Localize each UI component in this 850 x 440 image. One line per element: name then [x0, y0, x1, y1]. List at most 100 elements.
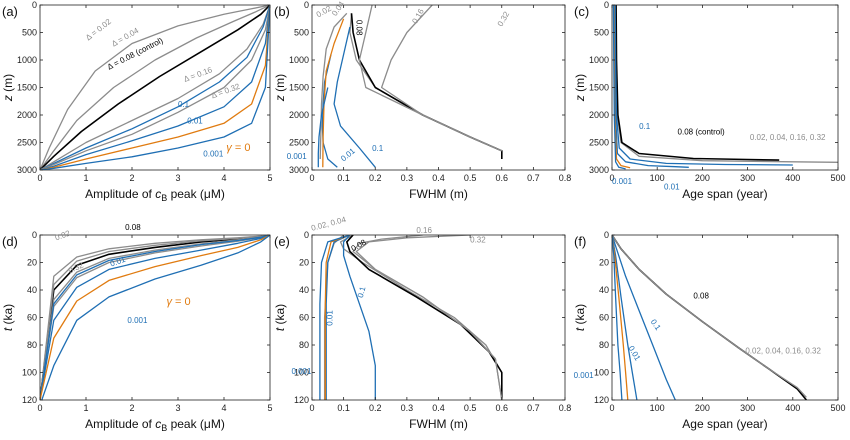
- x-axis-label: FWHM (m): [409, 417, 468, 431]
- x-tick-label: 0.5: [464, 403, 477, 413]
- annotation-label: 0.32: [496, 10, 512, 28]
- x-tick-label: 1: [83, 403, 88, 413]
- annotation-label: 0.001: [203, 149, 224, 158]
- x-axis-label: Age span (year): [682, 187, 767, 201]
- panel-label: (e): [274, 234, 290, 249]
- y-tick-label: 100: [294, 368, 309, 378]
- annotation-label: 0.01: [664, 182, 680, 191]
- x-tick-label: 0: [309, 173, 314, 183]
- y-tick-label: 2500: [17, 138, 37, 148]
- y-tick-label: 100: [594, 368, 609, 378]
- y-tick-label: 500: [294, 28, 309, 38]
- panel-b: 0 0.1 0.2 0.3 0.4 0.5 0.6 0.7 0.8 0 500 1000 1500 200…: [273, 0, 571, 201]
- panel-label: (c): [574, 4, 589, 19]
- series-group: [319, 235, 503, 400]
- y-axis-label: z (m): [273, 74, 287, 102]
- axes-frame: [311, 234, 566, 401]
- x-tick-label: 0.8: [559, 173, 572, 183]
- y-tick-label: 40: [599, 285, 609, 295]
- panel-label: (a): [2, 4, 18, 19]
- annotation-label: 0.1: [372, 144, 384, 153]
- y-tick-label: 2000: [17, 110, 37, 120]
- annotation-label: 0.01: [187, 116, 203, 125]
- y-tick-label: 0: [304, 0, 309, 10]
- annotation-label: 0.01: [109, 255, 127, 269]
- annotation-label: 0.08 (control): [678, 127, 725, 136]
- y-tick-label: 0: [604, 230, 609, 240]
- x-tick-label: 0.2: [369, 173, 382, 183]
- series-line--0-32: [40, 5, 270, 170]
- y-tick-label: 1500: [17, 83, 37, 93]
- y-tick-label: 20: [27, 258, 37, 268]
- series-line-0-32: [380, 5, 503, 152]
- x-axis-label: Amplitude of cB peak (μM): [85, 417, 225, 433]
- annotation-label: 0.1: [178, 100, 190, 109]
- x-tick-label: 500: [830, 173, 845, 183]
- x-tick-label: 0.6: [495, 403, 508, 413]
- axes-frame: [611, 234, 839, 401]
- x-tick-label: 1: [83, 173, 88, 183]
- series-line-0-001: [612, 5, 626, 170]
- y-tick-label: 0: [304, 230, 309, 240]
- annotation-label: 0.16: [410, 7, 426, 25]
- series-line-0-08: [350, 13, 503, 159]
- series-line-0-1: [333, 26, 376, 168]
- y-axis-label: t (ka): [1, 304, 15, 331]
- series-line-0-01: [40, 235, 270, 400]
- series-line-0-1: [40, 235, 270, 400]
- series-line--0: [40, 235, 270, 400]
- series-line-0-01: [40, 5, 270, 170]
- x-tick-label: 200: [695, 403, 710, 413]
- series-line-0-08: [345, 235, 503, 400]
- x-tick-label: 0.1: [337, 403, 350, 413]
- x-tick-label: 100: [650, 403, 665, 413]
- x-tick-label: 3: [175, 403, 180, 413]
- annotation-label: 0.001: [287, 152, 308, 161]
- y-tick-label: 20: [299, 258, 309, 268]
- y-tick-label: 0: [604, 0, 609, 10]
- series-line-0-32: [355, 235, 503, 400]
- annotation-label: 0.02, 0.04, 0.16, 0.32: [745, 346, 821, 355]
- series-line-0-01: [612, 235, 638, 400]
- series-line-0-001: [40, 5, 270, 170]
- series-group: [612, 235, 808, 400]
- y-axis-label: t (ka): [273, 304, 287, 331]
- series-line-0-01: [325, 235, 351, 400]
- series-line-0-02-0-04-0-16-0-32: [612, 235, 807, 398]
- y-tick-label: 120: [294, 395, 309, 405]
- annotation-label: 0.1: [356, 285, 368, 299]
- series-line-0-001: [612, 235, 623, 400]
- series-line-0-001: [317, 87, 329, 168]
- x-tick-label: 0: [609, 173, 614, 183]
- series-line--0: [612, 235, 629, 400]
- annotation-label: 0.16: [416, 226, 432, 235]
- annotation-label: 0.08: [350, 237, 368, 253]
- x-tick-label: 0.7: [527, 173, 540, 183]
- x-tick-label: 400: [785, 173, 800, 183]
- annotation-label: 0.04: [330, 0, 347, 18]
- series-line-0-04: [349, 13, 503, 159]
- x-tick-label: 0.5: [464, 173, 477, 183]
- y-tick-label: 80: [599, 340, 609, 350]
- series-line--0: [322, 18, 345, 168]
- x-tick-label: 0.3: [401, 403, 414, 413]
- annotation-label: 0.08: [693, 291, 709, 300]
- annotation-label: 0.08: [125, 223, 141, 232]
- series-group: [40, 235, 270, 400]
- series-group: [612, 5, 838, 170]
- y-tick-label: 120: [22, 395, 37, 405]
- annotation-label: 0.1: [649, 318, 663, 333]
- panel-label: (d): [2, 234, 18, 249]
- annotation-label: Δ = 0.16: [183, 65, 214, 84]
- annotation-label: γ = 0: [226, 142, 250, 154]
- series-line--0-08-control-: [40, 5, 270, 170]
- y-tick-label: 1000: [17, 55, 37, 65]
- x-axis-label: Amplitude of cB peak (μM): [85, 187, 225, 203]
- series-line-0-1: [40, 5, 270, 170]
- series-line-0-001: [41, 235, 270, 400]
- series-group: [40, 5, 270, 170]
- series-line--0: [324, 235, 351, 400]
- x-tick-label: 0: [37, 173, 42, 183]
- series-line-0-02: [40, 235, 270, 400]
- x-tick-label: 3: [175, 173, 180, 183]
